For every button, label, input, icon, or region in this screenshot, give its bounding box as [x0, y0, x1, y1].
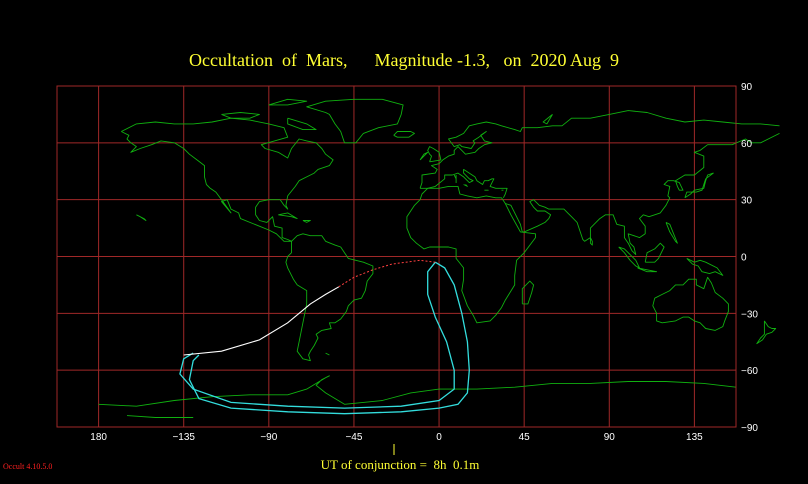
coastline-25	[278, 212, 298, 220]
x-tick-label: 0	[436, 432, 442, 443]
coastline-18	[637, 267, 658, 273]
x-tick-labels: 180 −135 −90 −45 0 45 90 135	[90, 432, 703, 443]
map-title: Occultation of Mars, Magnitude -1.3, on …	[189, 50, 619, 70]
coastline-22	[756, 320, 777, 345]
x-tick-label: −45	[345, 432, 362, 443]
coastline-2	[406, 185, 536, 324]
coastlines	[98, 98, 780, 418]
coastline-24	[665, 221, 678, 244]
y-tick-label: 60	[741, 139, 753, 150]
coastline-0	[121, 117, 334, 242]
ut-conjunction-label: UT of conjunction = 8h 0.1m	[320, 457, 480, 472]
southern-limit-track	[179, 261, 455, 409]
occultation-tracks	[179, 259, 470, 415]
x-tick-label: 180	[90, 432, 107, 443]
coastline-1	[285, 233, 374, 362]
y-tick-labels: 90 60 30 0 −30 −60 −90	[741, 82, 758, 434]
y-tick-label: −30	[741, 309, 758, 320]
northern-limit-track	[188, 261, 470, 415]
coastline-10	[268, 98, 308, 106]
grid-lines	[57, 85, 736, 428]
coastline-31	[463, 184, 468, 187]
coastline-21	[521, 280, 535, 305]
coastline-15	[427, 146, 442, 163]
map-frame	[56, 85, 737, 428]
coastline-20	[686, 257, 724, 276]
coastline-13	[393, 131, 415, 138]
coastline-33	[542, 114, 553, 125]
y-tick-label: 90	[741, 82, 753, 93]
y-tick-label: −60	[741, 366, 758, 377]
coastline-30	[453, 174, 457, 180]
coastline-6	[652, 276, 729, 331]
twilight-track	[338, 259, 436, 288]
coastline-12	[287, 117, 317, 131]
coastline-34	[325, 352, 330, 356]
coastline-16	[684, 172, 714, 199]
y-tick-label: 0	[741, 253, 747, 264]
coastline-27	[136, 214, 147, 221]
coastline-26	[302, 220, 311, 223]
x-tick-label: −135	[172, 432, 195, 443]
coastline-7	[98, 375, 737, 407]
x-tick-label: 135	[686, 432, 703, 443]
coastline-19	[644, 242, 665, 263]
x-tick-label: 45	[519, 432, 531, 443]
coastline-23	[589, 237, 593, 246]
y-tick-label: 30	[741, 196, 753, 207]
coastline-14	[419, 151, 429, 161]
version-label: Occult 4.10.5.0	[3, 462, 53, 471]
coastline-9	[306, 98, 404, 144]
coastline-5	[505, 132, 780, 256]
coastline-8	[126, 415, 194, 418]
x-tick-label: 90	[604, 432, 616, 443]
coastline-11	[221, 112, 260, 119]
x-tick-label: −90	[260, 432, 277, 443]
y-tick-label: −90	[741, 423, 758, 434]
night-track	[183, 286, 340, 356]
coastline-4	[420, 168, 508, 199]
coastline-3	[419, 110, 780, 189]
